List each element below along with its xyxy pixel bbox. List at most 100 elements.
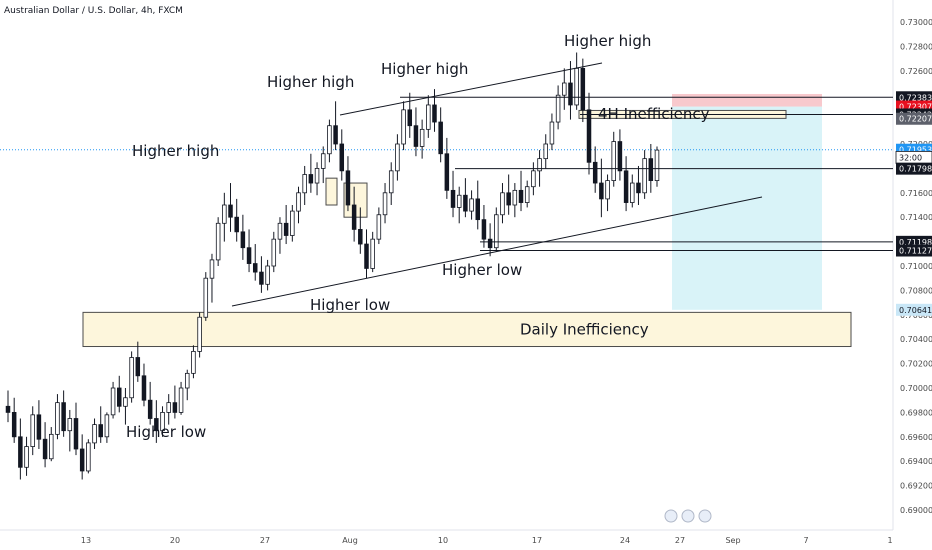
y-tick-label: 0.72800 bbox=[900, 42, 932, 51]
candle-body bbox=[432, 104, 437, 123]
target-zone bbox=[672, 106, 822, 310]
candle-body bbox=[123, 397, 128, 407]
candle-body bbox=[277, 222, 283, 240]
candle-body bbox=[49, 433, 54, 460]
candle-body bbox=[73, 418, 79, 450]
candle-body bbox=[30, 414, 35, 447]
candle-body bbox=[18, 436, 23, 468]
candle-body bbox=[141, 375, 147, 401]
candle-body bbox=[481, 219, 487, 240]
annotation-label: Higher high bbox=[381, 60, 468, 78]
candle-body bbox=[228, 204, 233, 218]
candles-layer bbox=[5, 52, 660, 480]
candle-body bbox=[86, 442, 91, 472]
price-badge-label: 32:00 bbox=[899, 153, 922, 162]
candle-body bbox=[259, 271, 264, 285]
candle-body bbox=[543, 143, 548, 160]
candle-body bbox=[234, 216, 239, 233]
daily-inefficiency-label: Daily Inefficiency bbox=[520, 320, 649, 338]
price-badge-label: 0.70641 bbox=[899, 306, 932, 315]
x-tick-label: Aug bbox=[342, 536, 358, 545]
annotation-label: Higher low bbox=[126, 423, 206, 441]
y-tick-label: 0.70800 bbox=[900, 286, 932, 295]
candle-body bbox=[586, 109, 592, 163]
candle-body bbox=[605, 180, 610, 200]
x-tick-label: Sep bbox=[725, 536, 740, 545]
daily-inefficiency-zone bbox=[82, 311, 852, 348]
candle-body bbox=[154, 418, 159, 432]
candle-body bbox=[537, 158, 542, 172]
small-box bbox=[325, 177, 338, 206]
candle-body bbox=[11, 411, 17, 438]
candle-body bbox=[555, 94, 561, 123]
price-badges: 0.723830.723070.722420.722070.7195332:00… bbox=[895, 91, 932, 316]
candle-body bbox=[104, 414, 110, 438]
candle-body bbox=[215, 222, 221, 261]
candle-body bbox=[426, 104, 431, 130]
candle-body bbox=[617, 141, 623, 172]
candle-body bbox=[92, 424, 97, 444]
x-tick-label: 20 bbox=[170, 536, 180, 545]
candle-body bbox=[506, 192, 511, 206]
y-tick-label: 0.69600 bbox=[900, 433, 932, 442]
price-badge-label: 0.71127 bbox=[899, 247, 932, 256]
y-tick-label: 0.73000 bbox=[900, 18, 932, 27]
y-tick-label: 0.70200 bbox=[900, 360, 932, 369]
economic-events-icons[interactable] bbox=[664, 509, 712, 523]
candle-body bbox=[419, 128, 425, 147]
candle-body bbox=[246, 247, 252, 264]
candle-body bbox=[388, 170, 394, 194]
candle-body bbox=[512, 189, 518, 206]
candle-body bbox=[562, 82, 567, 96]
price-badge bbox=[896, 162, 932, 175]
price-badge-label: 0.72207 bbox=[899, 115, 932, 124]
candle-body bbox=[592, 161, 598, 184]
candle-body bbox=[370, 238, 375, 269]
price-badge-label: 0.71953 bbox=[899, 146, 932, 155]
price-badge-label: 0.72383 bbox=[899, 93, 932, 102]
chart-title: Australian Dollar / U.S. Dollar, 4h, FXC… bbox=[4, 6, 183, 16]
candle-body bbox=[24, 446, 29, 468]
candle-body bbox=[61, 402, 66, 432]
candle-body bbox=[494, 214, 499, 249]
y-tick-label: 0.69400 bbox=[900, 457, 932, 466]
candle-body bbox=[500, 192, 505, 216]
candle-body bbox=[599, 182, 604, 200]
x-tick-label: 17 bbox=[532, 536, 542, 545]
x-tick-label: 13 bbox=[81, 536, 91, 545]
candle-body bbox=[209, 259, 215, 279]
y-tick-label: 0.70400 bbox=[900, 335, 932, 344]
channel-upper-line bbox=[339, 62, 603, 116]
candle-body bbox=[147, 399, 153, 419]
candle-body bbox=[351, 204, 357, 230]
candle-body bbox=[463, 194, 468, 212]
candle-body bbox=[302, 174, 307, 194]
candle-body bbox=[160, 411, 165, 432]
candle-body bbox=[252, 263, 258, 273]
candle-body bbox=[117, 387, 122, 407]
candle-body bbox=[129, 357, 134, 399]
annotation-label: Higher low bbox=[442, 261, 522, 279]
candle-body bbox=[191, 350, 196, 374]
candle-body bbox=[184, 372, 190, 389]
price-badge-label: 0.71198 bbox=[899, 238, 932, 247]
candle-body bbox=[265, 265, 270, 285]
candle-body bbox=[549, 121, 555, 145]
candle-body bbox=[444, 153, 450, 191]
candle-body bbox=[401, 109, 406, 145]
candle-body bbox=[524, 186, 530, 203]
candle-body bbox=[518, 189, 524, 203]
candle-body bbox=[339, 143, 345, 172]
candle-body bbox=[642, 158, 647, 194]
candle-body bbox=[630, 182, 635, 203]
x-tick-label: 1 bbox=[887, 536, 892, 545]
candle-body bbox=[290, 210, 295, 236]
candle-body bbox=[413, 125, 419, 147]
x-tick-label: 27 bbox=[675, 536, 685, 545]
price-badge bbox=[896, 303, 932, 316]
candle-body bbox=[296, 192, 301, 212]
candle-body bbox=[320, 153, 326, 169]
candle-body bbox=[531, 170, 536, 188]
candle-body bbox=[172, 402, 178, 413]
